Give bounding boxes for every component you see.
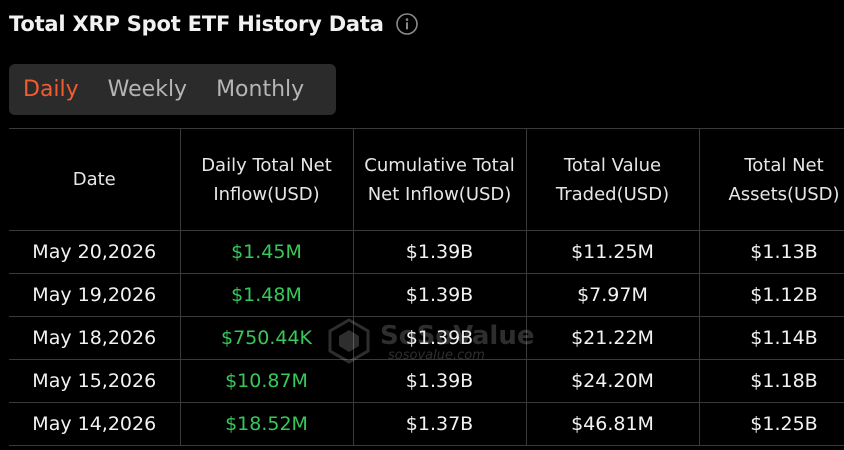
header: Total XRP Spot ETF History Data [9,12,418,36]
cell-daily-inflow: $10.87M [179,359,354,403]
cell-value-traded: $21.22M [525,316,700,360]
cell-value-traded: $11.25M [525,230,700,274]
cell-date: May 20,2026 [9,230,181,274]
period-tabs: Daily Weekly Monthly [9,64,336,115]
table-row: May 18,2026 $750.44K $1.39B $21.22M $1.1… [9,316,844,360]
page-title: Total XRP Spot ETF History Data [9,12,384,36]
table-row: May 19,2026 $1.48M $1.39B $7.97M $1.12B [9,273,844,317]
cell-date: May 14,2026 [9,402,181,446]
cell-net-assets: $1.12B [698,273,844,317]
tab-daily[interactable]: Daily [23,77,79,102]
cell-daily-inflow: $1.48M [179,273,354,317]
tab-monthly[interactable]: Monthly [216,77,305,102]
cell-date: May 19,2026 [9,273,181,317]
cell-value-traded: $24.20M [525,359,700,403]
cell-cumulative-inflow: $1.37B [352,402,527,446]
cell-net-assets: $1.14B [698,316,844,360]
column-header-value-traded[interactable]: Total Value Traded(USD) [525,128,700,231]
cell-cumulative-inflow: $1.39B [352,230,527,274]
table-row: May 15,2026 $10.87M $1.39B $24.20M $1.18… [9,359,844,403]
info-circle-icon[interactable] [395,13,418,35]
history-table: Date Daily Total Net Inflow(USD) Cumulat… [9,128,844,446]
cell-cumulative-inflow: $1.39B [352,316,527,360]
cell-cumulative-inflow: $1.39B [352,273,527,317]
column-header-daily-inflow[interactable]: Daily Total Net Inflow(USD) [179,128,354,231]
cell-value-traded: $46.81M [525,402,700,446]
column-header-cumulative-inflow[interactable]: Cumulative Total Net Inflow(USD) [352,128,527,231]
table-header-row: Date Daily Total Net Inflow(USD) Cumulat… [9,128,844,231]
cell-net-assets: $1.13B [698,230,844,274]
cell-daily-inflow: $18.52M [179,402,354,446]
tab-weekly[interactable]: Weekly [107,77,188,102]
column-header-net-assets[interactable]: Total Net Assets(USD) [698,128,844,231]
table-row: May 14,2026 $18.52M $1.37B $46.81M $1.25… [9,402,844,446]
cell-date: May 18,2026 [9,316,181,360]
cell-net-assets: $1.18B [698,359,844,403]
cell-cumulative-inflow: $1.39B [352,359,527,403]
cell-daily-inflow: $750.44K [179,316,354,360]
cell-daily-inflow: $1.45M [179,230,354,274]
cell-net-assets: $1.25B [698,402,844,446]
cell-date: May 15,2026 [9,359,181,403]
table-row: May 20,2026 $1.45M $1.39B $11.25M $1.13B [9,230,844,274]
column-header-date[interactable]: Date [9,128,181,231]
cell-value-traded: $7.97M [525,273,700,317]
